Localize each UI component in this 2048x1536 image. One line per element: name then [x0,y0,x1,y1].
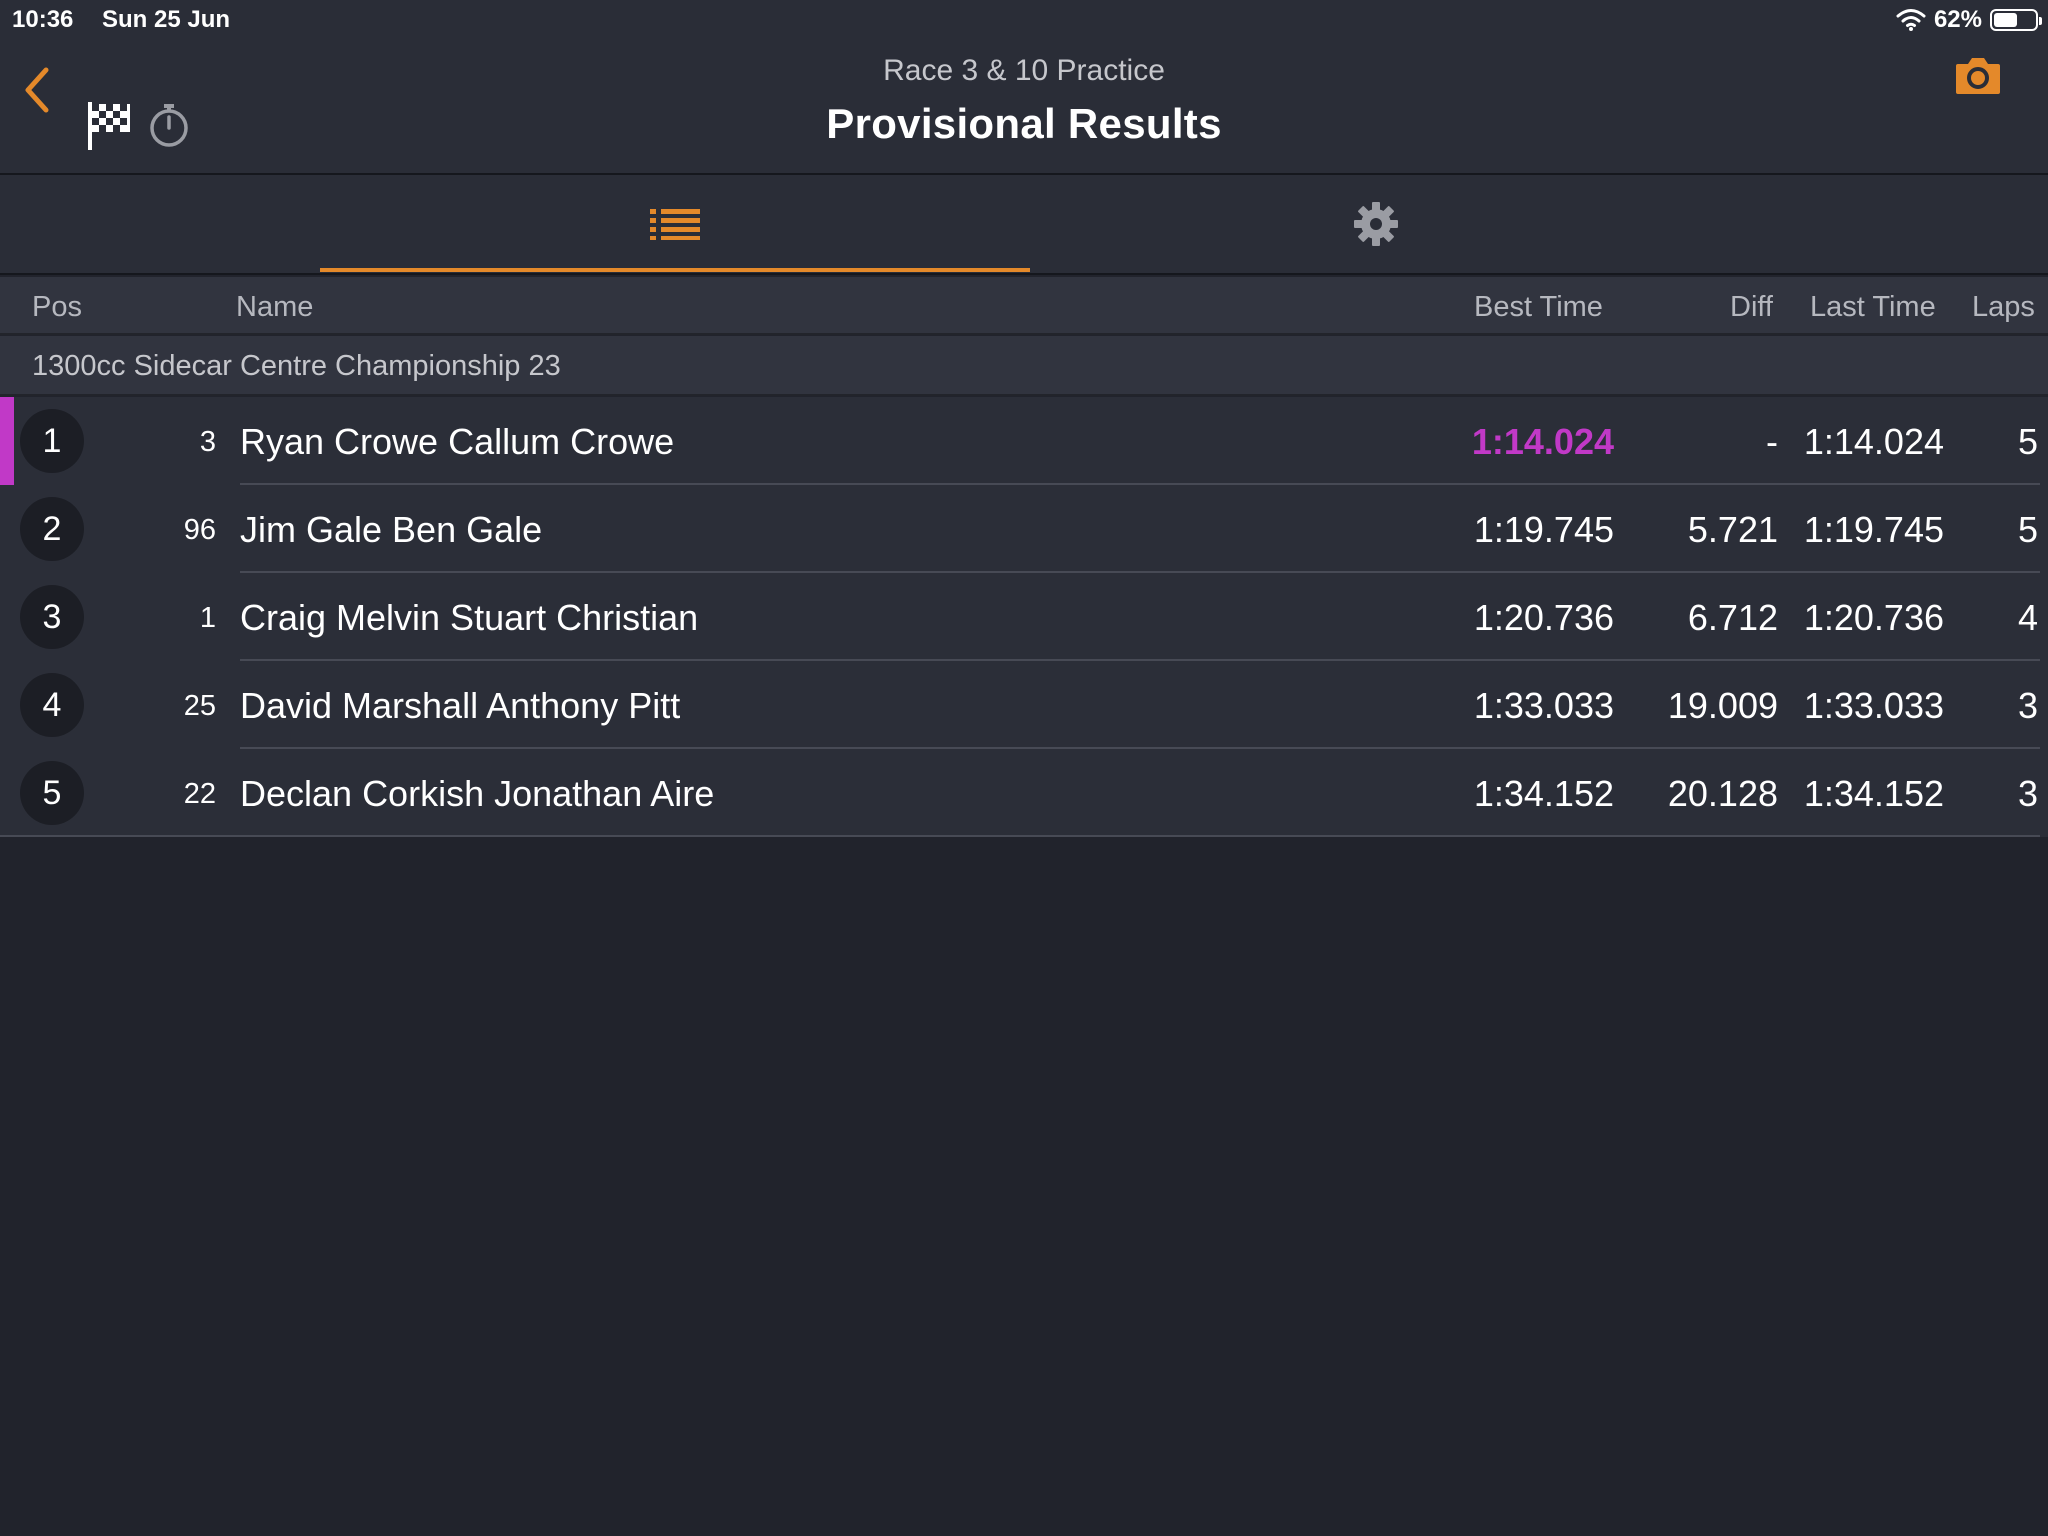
table-header: Pos Name Best Time Diff Last Time Laps [0,277,2048,335]
last-time: 1:20.736 [1803,597,1944,638]
best-time: 1:19.745 [1473,509,1614,550]
table-row[interactable]: 4 25 David Marshall Anthony Pitt 1:33.03… [0,661,2048,749]
table-row[interactable]: 1 3 Ryan Crowe Callum Crowe 1:14.024 - 1… [0,397,2048,485]
checkered-flag-icon[interactable] [86,100,132,152]
header-diff: Diff [1730,291,1773,323]
rider-number: 22 [183,778,216,810]
rider-number: 1 [199,602,216,634]
diff: 6.712 [1687,597,1778,638]
tab-results-list[interactable] [320,175,1030,273]
rider-name: Declan Corkish Jonathan Aire [240,773,715,814]
class-group-label: 1300cc Sidecar Centre Championship 23 [32,350,561,382]
laps: 3 [2017,685,2038,726]
chevron-left-icon [25,67,49,113]
tab-settings[interactable] [1030,175,1722,273]
status-bar: 10:36 Sun 25 Jun 62% [0,0,2048,40]
position-badge: 5 [20,761,84,825]
rider-number: 25 [183,690,216,722]
page-subtitle: Race 3 & 10 Practice [883,54,1165,87]
rider-name: Ryan Crowe Callum Crowe [240,421,675,462]
last-time: 1:34.152 [1803,773,1944,814]
last-time: 1:19.745 [1803,509,1944,550]
diff: 5.721 [1687,509,1778,550]
diff: 19.009 [1667,685,1778,726]
battery-icon [1990,9,2042,31]
navigation-bar: Race 3 & 10 Practice Provisional Results [0,40,2048,175]
stopwatch-icon[interactable] [148,102,190,148]
best-time: 1:34.152 [1473,773,1614,814]
position-badge: 3 [20,585,84,649]
laps: 3 [2017,773,2038,814]
camera-icon[interactable] [1954,54,2002,96]
status-date: Sun 25 Jun [102,6,231,33]
back-button[interactable] [18,60,58,120]
header-best-time: Best Time [1474,291,1603,323]
position-badge: 2 [20,497,84,561]
rider-number: 96 [183,514,216,546]
page-title: Provisional Results [826,100,1222,147]
gear-icon [1354,202,1398,246]
table-row[interactable]: 3 1 Craig Melvin Stuart Christian 1:20.7… [0,573,2048,661]
tab-bar [0,175,2048,275]
active-tab-indicator [320,268,1030,272]
wifi-icon [1896,9,1926,31]
rider-name: David Marshall Anthony Pitt [240,685,681,726]
header-pos: Pos [32,291,82,323]
fastest-lap-marker [0,397,14,485]
status-indicators: 62% [1896,6,2042,34]
best-time: 1:20.736 [1473,597,1614,638]
best-time: 1:14.024 [1471,421,1614,462]
laps: 5 [2017,509,2038,550]
header-last-time: Last Time [1810,291,1936,323]
header-laps: Laps [1972,291,2035,323]
best-time: 1:33.033 [1473,685,1614,726]
laps: 5 [2017,421,2038,462]
battery-fill [1994,13,2018,27]
battery-percentage: 62% [1933,6,1982,33]
class-group-header: 1300cc Sidecar Centre Championship 23 [0,336,2048,396]
diff: 20.128 [1667,773,1778,814]
last-time: 1:14.024 [1803,421,1944,462]
diff: - [1766,421,1778,462]
list-icon [650,209,700,240]
rider-name: Craig Melvin Stuart Christian [240,597,699,638]
table-row[interactable]: 2 96 Jim Gale Ben Gale 1:19.745 5.721 1:… [0,485,2048,573]
laps: 4 [2017,597,2038,638]
position-badge: 1 [20,409,84,473]
header-name: Name [236,291,314,323]
position-badge: 4 [20,673,84,737]
last-time: 1:33.033 [1803,685,1944,726]
table-row[interactable]: 5 22 Declan Corkish Jonathan Aire 1:34.1… [0,749,2048,837]
status-time: 10:36 [12,6,74,33]
rider-number: 3 [199,426,216,458]
rider-name: Jim Gale Ben Gale [240,509,543,550]
